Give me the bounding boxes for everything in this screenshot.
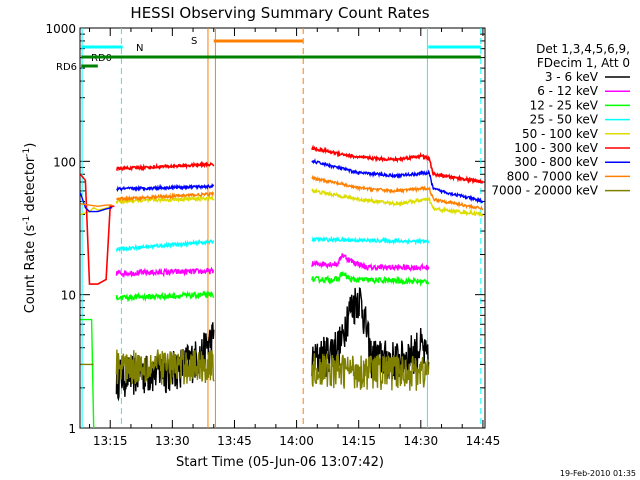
series-line xyxy=(80,349,430,391)
plot-frame xyxy=(79,27,486,429)
x-tick-label: 14:15 xyxy=(341,434,376,448)
legend-entry-label: 800 - 7000 keV xyxy=(507,169,599,183)
series-line xyxy=(80,271,430,429)
status-bars xyxy=(81,39,481,68)
legend-entry-label: 12 - 25 keV xyxy=(530,98,599,112)
x-tick-label: 14:45 xyxy=(466,434,501,448)
legend-entry-label: 3 - 6 keV xyxy=(545,70,599,84)
status-label-n: N xyxy=(136,43,143,54)
y-tick-label: 1 xyxy=(68,422,76,436)
x-tick-label: 14:30 xyxy=(404,434,439,448)
series-lines xyxy=(79,144,484,429)
y-axis-label: Count Rate (s-1 detector-1) xyxy=(22,143,38,314)
series-line xyxy=(80,174,484,211)
footer-timestamp: 19-Feb-2010 01:35 xyxy=(560,469,636,478)
legend-entry-label: 7000 - 20000 keV xyxy=(491,184,598,198)
series-line xyxy=(79,144,484,285)
legend-header-line-1: Det 1,3,4,5,6,9, xyxy=(536,42,630,56)
legend-entry-label: 300 - 800 keV xyxy=(514,155,598,169)
status-label-s: S xyxy=(191,36,197,47)
axis-ticks: 13:15 13:30 13:45 14:00 14:15 14:30 14:45 1 10 10… xyxy=(45,22,500,448)
legend-entry-label: 6 - 12 keV xyxy=(537,84,599,98)
legend-entry-label: 50 - 100 keV xyxy=(522,127,599,141)
status-label-rd6: RD6 xyxy=(56,62,77,73)
x-axis-label: Start Time (05-Jun-06 13:07:42) xyxy=(176,455,384,470)
y-tick-label: 1000 xyxy=(45,22,76,36)
x-tick-label: 14:00 xyxy=(279,434,314,448)
series-line xyxy=(79,158,484,213)
x-tick-label: 13:45 xyxy=(217,434,252,448)
series-line xyxy=(80,187,484,218)
x-tick-label: 13:15 xyxy=(93,434,128,448)
series-line xyxy=(115,235,430,254)
legend-entry-label: 100 - 300 keV xyxy=(514,141,598,155)
chart-title: HESSI Observing Summary Count Rates xyxy=(130,4,429,22)
x-tick-label: 13:30 xyxy=(155,434,190,448)
series-line xyxy=(115,253,430,279)
y-tick-label: 10 xyxy=(61,289,76,303)
legend-entry-label: 25 - 50 keV xyxy=(530,113,599,127)
y-tick-label: 100 xyxy=(53,155,76,169)
legend-header-line-2: FDecim 1, Att 0 xyxy=(537,56,630,70)
